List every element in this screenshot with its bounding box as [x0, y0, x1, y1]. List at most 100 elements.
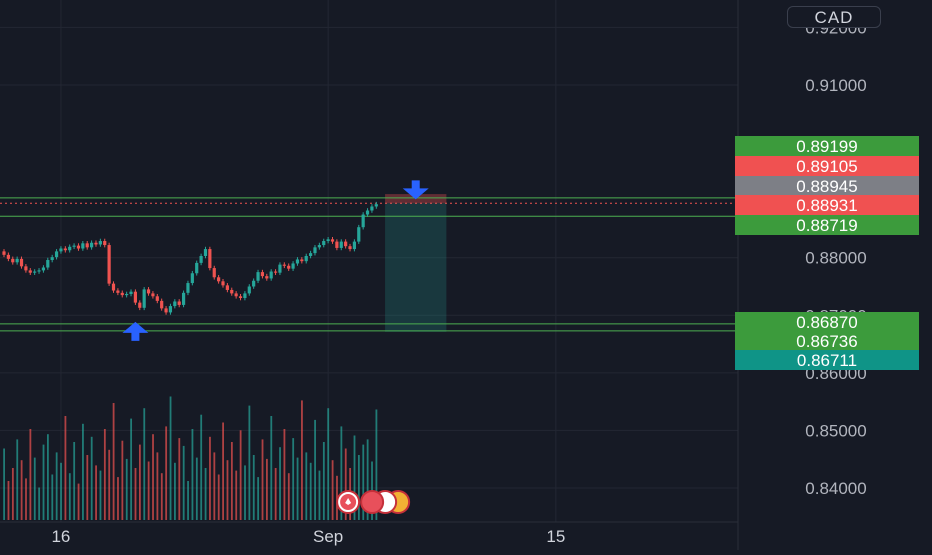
candle-body	[361, 214, 365, 228]
price-tag-label: 0.89105	[796, 157, 857, 176]
candle-body	[234, 293, 238, 297]
candle-body	[217, 277, 221, 282]
volume-bar	[55, 452, 58, 520]
candle-body	[330, 239, 335, 242]
event-marker-icon[interactable]	[360, 490, 385, 514]
volume-bar	[230, 442, 233, 520]
candle-body	[6, 254, 10, 259]
candle-body	[94, 242, 98, 245]
candle-body	[348, 246, 352, 250]
price-tag	[735, 136, 919, 156]
candle-body	[212, 268, 216, 278]
arrow-up-icon	[122, 321, 149, 341]
currency-button[interactable]: CAD	[787, 6, 881, 28]
candle-body	[103, 241, 107, 246]
candle-body	[68, 246, 72, 251]
candle-body	[11, 258, 15, 263]
candle-body	[195, 262, 199, 274]
volume-bar	[112, 403, 115, 520]
candle-body	[41, 267, 46, 271]
volume-bar	[182, 445, 185, 520]
price-tag-label: 0.88931	[796, 196, 857, 215]
candle-body	[160, 300, 164, 309]
price-tag	[735, 215, 919, 235]
volume-bar	[248, 405, 251, 520]
candle-body	[33, 271, 37, 273]
take-profit-zone	[385, 203, 447, 332]
y-tick-label: 0.85000	[805, 421, 866, 440]
volume-bar	[322, 442, 325, 520]
candle-body	[37, 270, 41, 272]
price-tag-label: 0.88719	[796, 216, 857, 235]
candle-body	[15, 258, 19, 263]
candle-body	[46, 260, 50, 268]
candle-body	[291, 263, 295, 269]
volume-bar	[344, 448, 347, 520]
volume-bar	[362, 444, 365, 520]
volume-bar	[200, 414, 203, 520]
price-tag	[735, 350, 919, 370]
candle-body	[322, 241, 326, 246]
volume-bar	[117, 477, 119, 520]
candle-body	[326, 239, 330, 242]
volume-bar	[340, 426, 343, 520]
volume-bar	[239, 430, 242, 520]
volume-bar	[103, 429, 106, 520]
volume-bar	[318, 470, 321, 520]
price-tag-label: 0.89199	[796, 137, 857, 156]
candle-body	[374, 204, 378, 207]
volume-bar	[270, 416, 273, 520]
volume-bar	[11, 468, 14, 520]
volume-bar	[217, 474, 220, 520]
candle-body	[252, 280, 256, 287]
volume-bar	[90, 436, 93, 520]
candle-body	[260, 272, 265, 277]
volume-bar	[287, 473, 290, 520]
candle-body	[208, 249, 212, 269]
volume-bar	[178, 438, 181, 520]
candle-body	[278, 264, 282, 273]
price-tag	[735, 195, 919, 215]
volume-bar	[77, 483, 80, 520]
candle-body	[287, 265, 291, 269]
volume-bar	[187, 481, 189, 520]
candle-body	[313, 247, 317, 254]
volume-bar	[143, 408, 146, 520]
volume-bar	[152, 434, 154, 520]
candle-body	[125, 293, 129, 296]
volume-bar	[130, 418, 133, 520]
candle-body	[168, 306, 173, 313]
candle-body	[309, 253, 313, 256]
volume-bar	[33, 457, 36, 520]
volume-bar	[331, 460, 334, 520]
volume-bar	[213, 452, 216, 520]
volume-bar	[174, 462, 176, 520]
candle-body	[2, 251, 6, 255]
candle-body	[146, 289, 151, 294]
volume-bar	[47, 434, 49, 520]
price-tag	[735, 312, 919, 332]
candle-body	[295, 259, 300, 264]
volume-bar	[86, 455, 89, 520]
volume-bar	[235, 470, 238, 520]
volume-bar	[25, 478, 27, 520]
candle-body	[28, 270, 32, 273]
candle-body	[151, 293, 155, 297]
volume-bar	[296, 457, 299, 520]
candle-body	[273, 271, 278, 273]
candle-body	[59, 248, 63, 252]
candle-body	[265, 276, 269, 279]
candle-body	[344, 241, 348, 247]
candle-body	[177, 301, 181, 305]
volume-bar	[204, 468, 207, 520]
candle-body	[203, 249, 208, 256]
candle-body	[335, 241, 339, 248]
candle-body	[63, 248, 67, 251]
candle-body	[173, 301, 177, 307]
candle-body	[19, 258, 24, 267]
candle-body	[365, 210, 370, 215]
volume-bar	[138, 444, 141, 520]
price-tag-label: 0.88945	[796, 177, 857, 196]
